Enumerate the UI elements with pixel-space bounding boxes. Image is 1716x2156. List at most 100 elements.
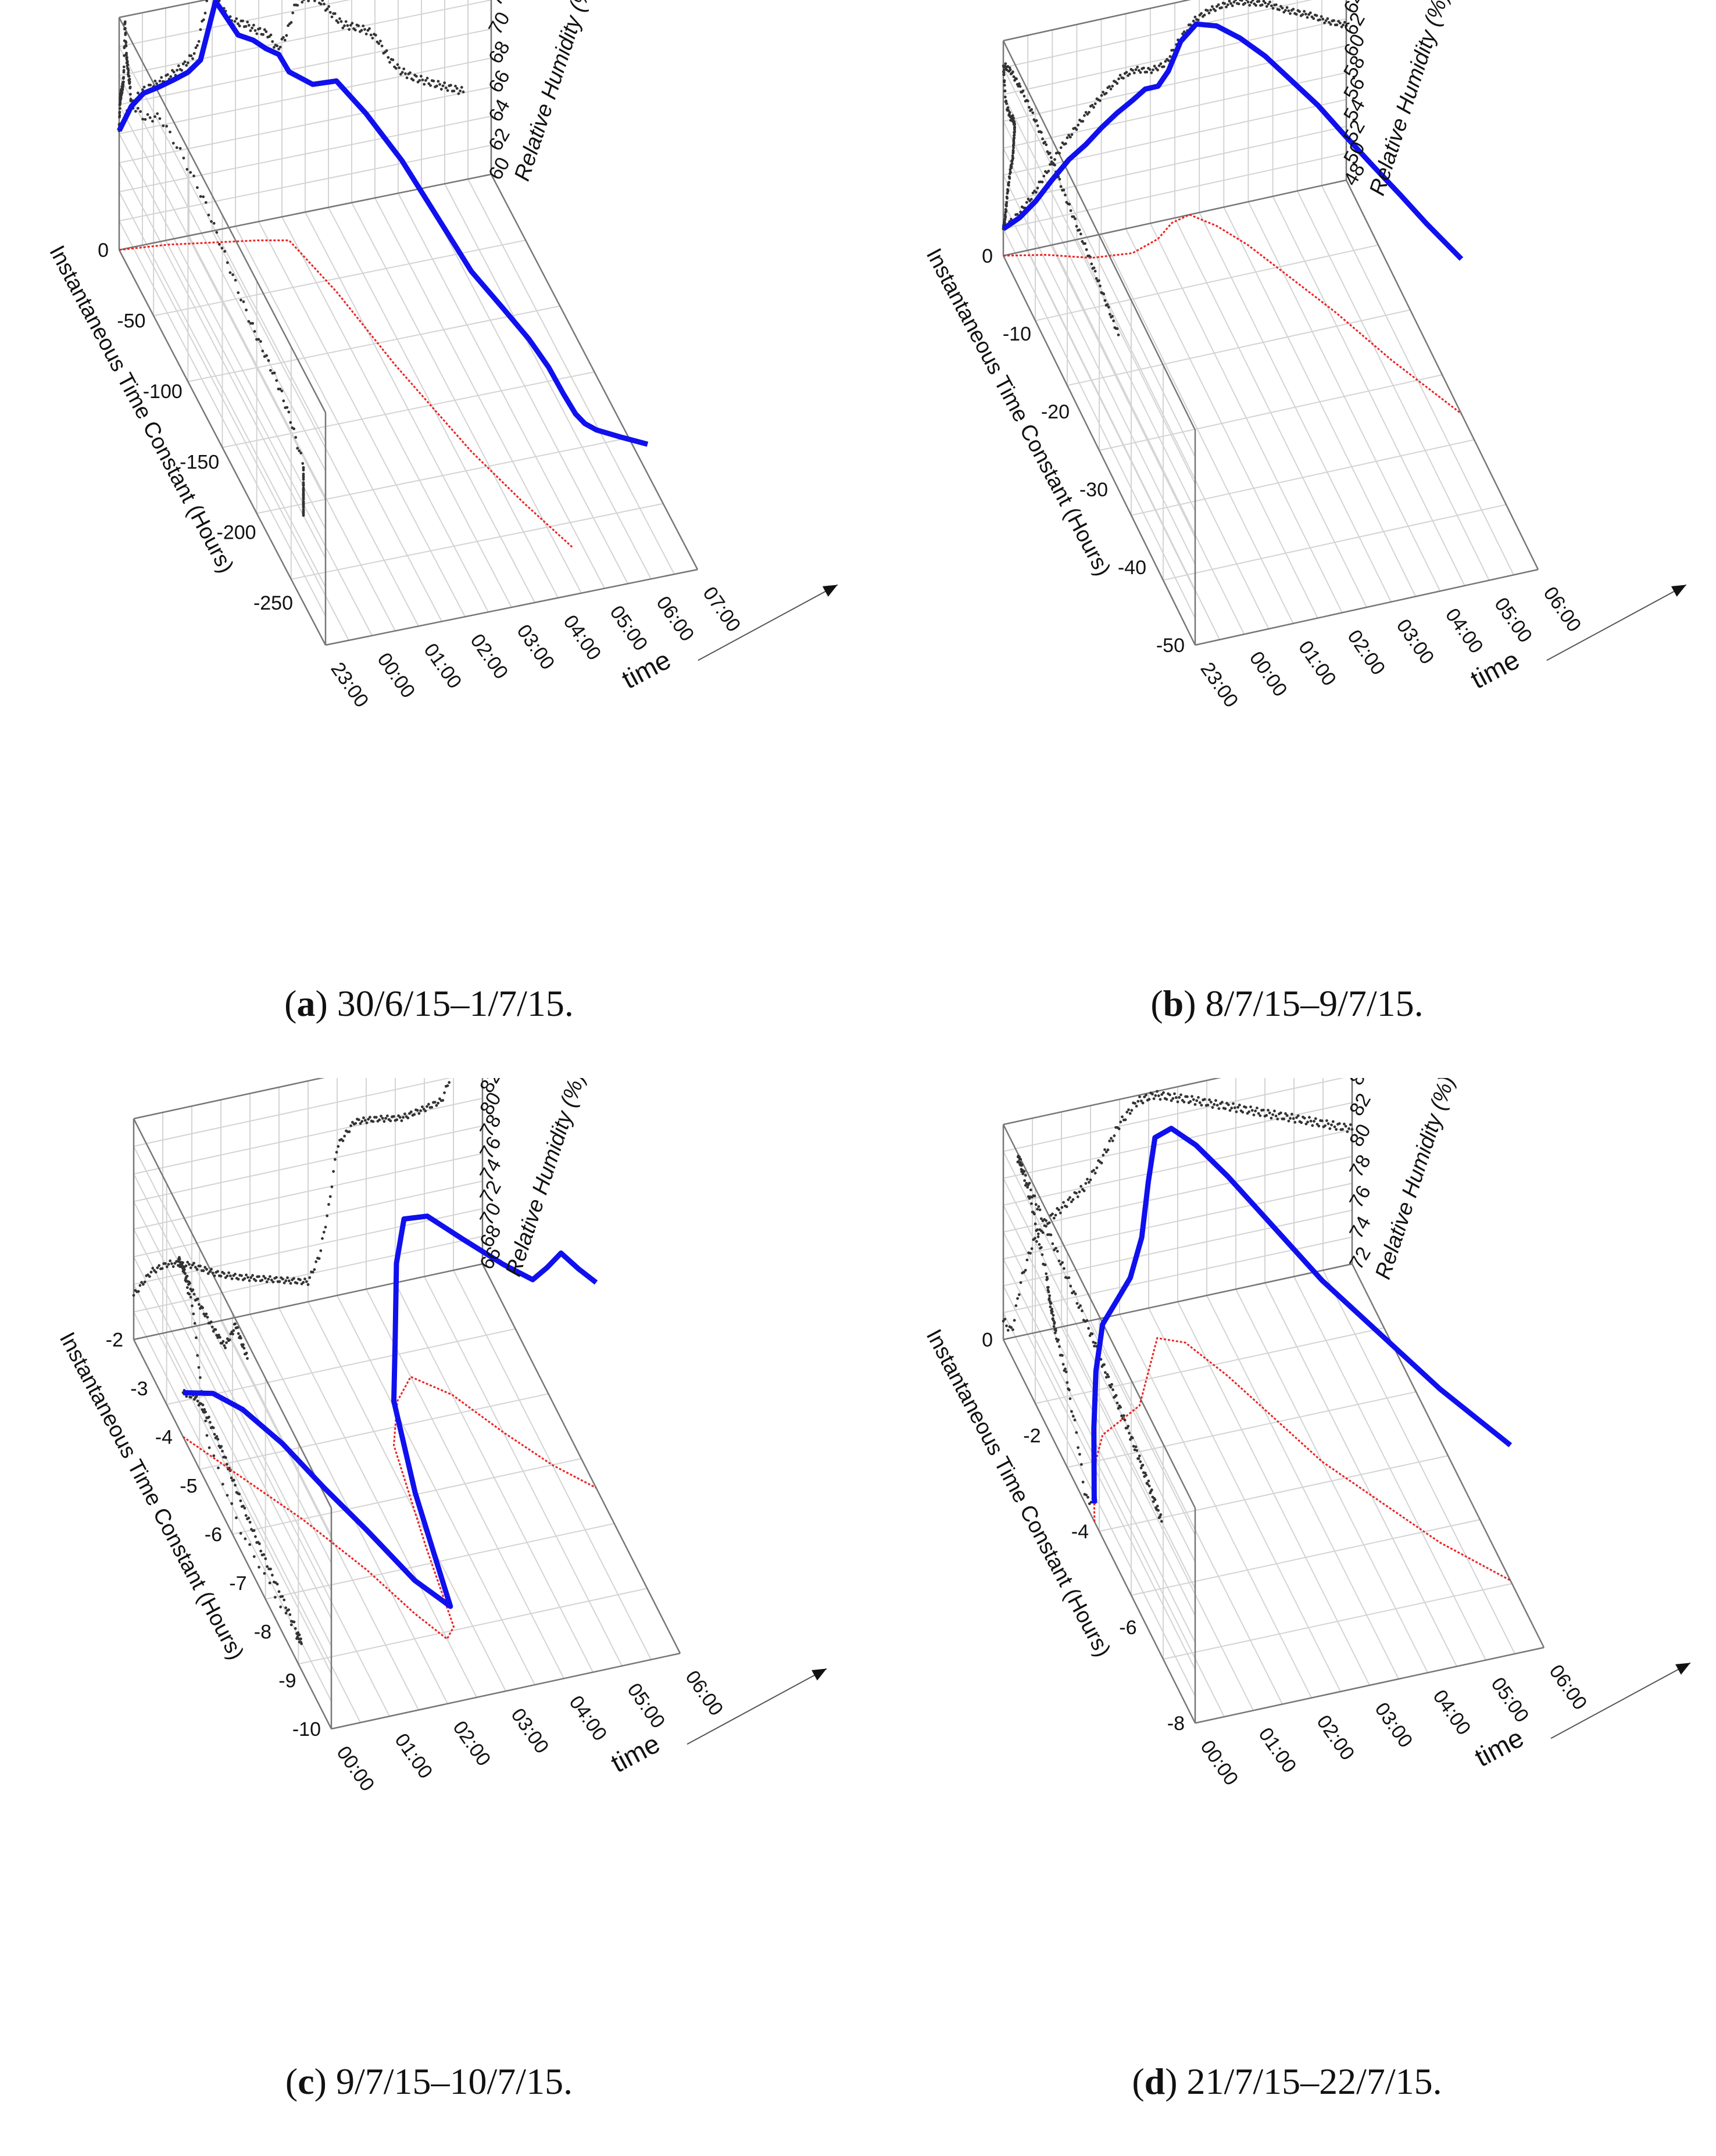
back-grid-line xyxy=(1003,1129,1353,1206)
side-wall-point xyxy=(1011,157,1014,160)
side-wall-point xyxy=(1054,1247,1057,1250)
back-wall-point xyxy=(188,1263,191,1266)
side-wall-point xyxy=(1033,1194,1036,1198)
x-tick-label: 04:00 xyxy=(1428,1686,1475,1739)
back-wall-point xyxy=(1303,1116,1306,1120)
back-wall-point xyxy=(1168,55,1172,58)
back-wall-point xyxy=(1027,198,1030,200)
back-wall-point xyxy=(206,1272,210,1275)
back-wall-point xyxy=(166,73,169,76)
frame-edge xyxy=(1195,1646,1545,1724)
y-tick-label: -7 xyxy=(229,1573,246,1595)
back-wall-point xyxy=(1066,136,1069,139)
side-wall-point xyxy=(281,1595,284,1598)
time-constant-curve xyxy=(1003,213,1462,415)
back-wall-point xyxy=(1320,15,1323,18)
side-wall-point xyxy=(1157,1509,1160,1512)
back-wall-point xyxy=(1241,1111,1245,1114)
time-arrow-line xyxy=(1546,584,1687,661)
side-wall-point xyxy=(1009,68,1012,71)
back-wall-point xyxy=(405,76,409,80)
back-grid-line xyxy=(133,1208,483,1285)
side-wall-point xyxy=(237,291,240,295)
side-wall-point xyxy=(128,77,131,81)
back-wall-point xyxy=(286,1276,289,1279)
side-wall-point xyxy=(184,1272,187,1275)
back-wall-point xyxy=(142,1283,145,1286)
back-wall-point xyxy=(1034,1237,1036,1240)
side-wall-point xyxy=(175,146,178,149)
back-wall-point xyxy=(363,28,366,31)
side-wall-point xyxy=(1081,1309,1084,1313)
back-wall-point xyxy=(460,85,463,89)
side-wall-point xyxy=(124,41,128,44)
back-wall-point xyxy=(1209,9,1213,12)
back-wall-point xyxy=(1285,1114,1289,1117)
back-wall-point xyxy=(412,78,415,82)
back-wall-point xyxy=(1068,1196,1071,1199)
side-wall-point xyxy=(1004,216,1007,219)
back-wall-point xyxy=(189,1266,192,1269)
side-wall-point xyxy=(1026,1186,1029,1189)
back-wall-point xyxy=(346,24,349,27)
side-wall-point xyxy=(292,427,296,431)
back-wall-point xyxy=(452,89,456,93)
side-wall-point xyxy=(1075,225,1078,228)
back-wall-point xyxy=(143,1280,146,1284)
side-wall-point xyxy=(1090,262,1093,266)
back-wall-point xyxy=(1132,71,1136,74)
back-wall-point xyxy=(289,21,293,24)
side-wall-point xyxy=(1050,1309,1053,1312)
side-wall-point xyxy=(212,1426,215,1430)
back-wall-point xyxy=(1292,8,1295,11)
back-wall-point xyxy=(1330,1123,1333,1127)
back-wall-point xyxy=(142,85,146,89)
side-wall-point xyxy=(146,113,149,116)
side-wall-point xyxy=(1045,1276,1049,1279)
back-wall-point xyxy=(184,1264,188,1267)
side-grid-line xyxy=(119,191,326,588)
side-wall-point xyxy=(125,52,128,55)
back-wall-point xyxy=(387,56,390,59)
back-wall-point xyxy=(1333,1125,1336,1129)
x-tick-label: 23:00 xyxy=(1196,658,1242,712)
back-wall-point xyxy=(1110,1137,1113,1140)
back-wall-point xyxy=(1314,1117,1317,1120)
side-wall-point xyxy=(1086,1496,1089,1499)
side-wall-point xyxy=(203,1408,206,1411)
y-tick-label: -50 xyxy=(117,310,145,332)
back-wall-point xyxy=(185,64,188,67)
x-tick-label: 06:00 xyxy=(1545,1661,1591,1714)
back-wall-point xyxy=(348,28,351,31)
back-grid-line xyxy=(119,87,492,163)
side-wall-point xyxy=(203,1315,207,1317)
back-wall-point xyxy=(1268,1,1271,3)
frame-edge xyxy=(118,17,327,413)
back-wall-point xyxy=(1282,10,1286,14)
y-tick-label: 0 xyxy=(982,245,993,267)
back-wall-point xyxy=(1121,1115,1124,1119)
side-wall-point xyxy=(1039,1247,1042,1250)
side-wall-point xyxy=(1050,1312,1053,1315)
floor-grid-line xyxy=(1131,1519,1481,1596)
back-wall-point xyxy=(260,1278,264,1282)
side-wall-point xyxy=(1119,1406,1122,1409)
side-wall-point xyxy=(1127,1424,1130,1428)
side-wall-point xyxy=(1010,162,1014,165)
caption-label: c xyxy=(298,2061,314,2102)
side-wall-point xyxy=(1008,177,1011,180)
back-grid-line xyxy=(119,0,351,47)
chart-panel-a: 23:00 00:00 01:00 02:00 03:00 04:00 05:00 06:00… xyxy=(0,0,858,1078)
side-wall-point xyxy=(1043,1218,1046,1221)
back-wall-point xyxy=(1058,152,1061,155)
floor-grid-line xyxy=(1035,244,1379,321)
back-wall-point xyxy=(1160,1093,1164,1096)
back-wall-point xyxy=(455,87,459,90)
side-wall-point xyxy=(234,278,237,282)
back-wall-point xyxy=(281,1277,284,1281)
back-wall-point xyxy=(418,79,421,82)
back-wall-point xyxy=(1192,1098,1195,1101)
side-wall-point xyxy=(171,142,175,145)
back-wall-point xyxy=(1013,1319,1016,1322)
side-grid-line xyxy=(1003,148,1196,538)
